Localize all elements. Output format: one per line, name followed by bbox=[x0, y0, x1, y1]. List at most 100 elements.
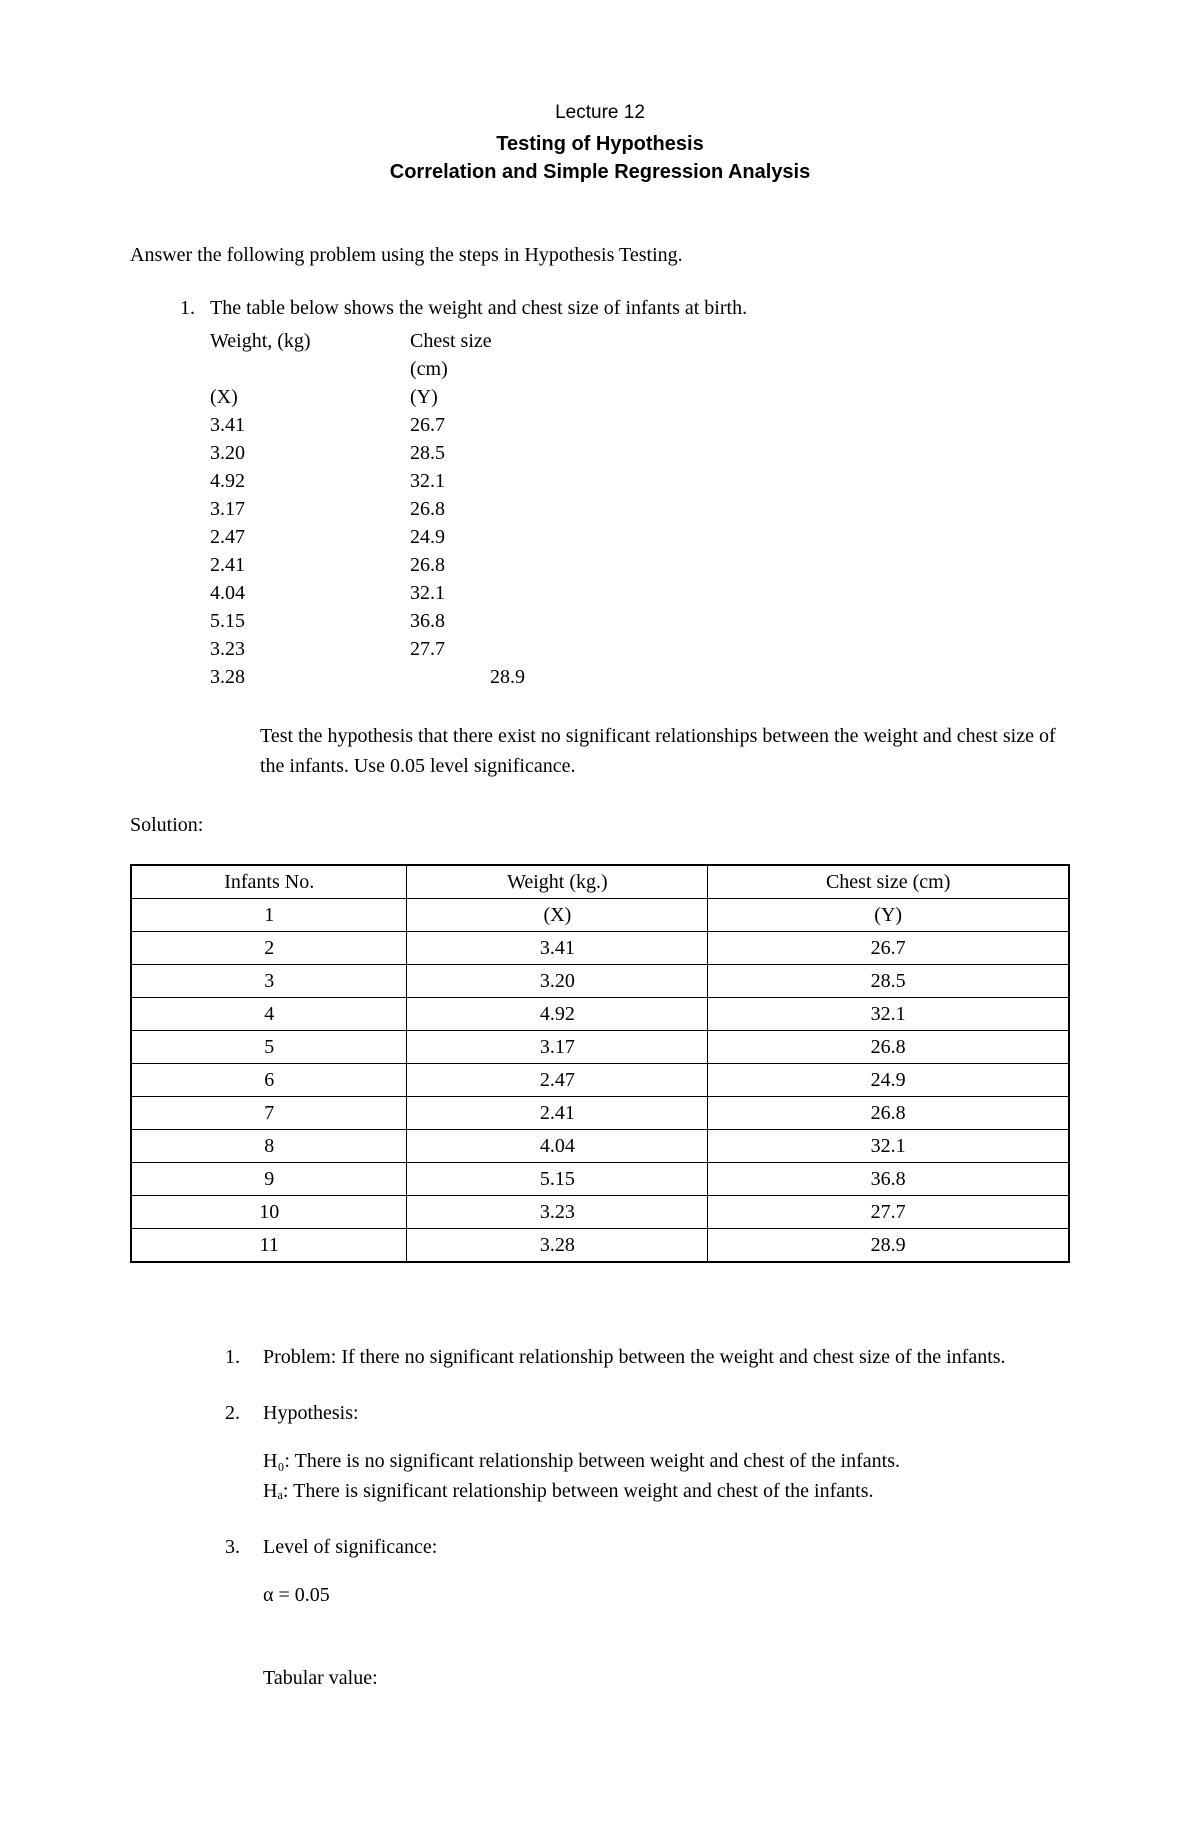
header-chest: Chest size (cm) bbox=[410, 327, 530, 383]
step-label: Level of significance: bbox=[263, 1533, 1070, 1561]
data-row: 3.23 27.7 bbox=[210, 635, 1070, 663]
document-header: Lecture 12 Testing of Hypothesis Correla… bbox=[130, 100, 1070, 186]
data-row: 4.04 32.1 bbox=[210, 579, 1070, 607]
step-1: 1. Problem: If there no significant rela… bbox=[225, 1343, 1070, 1371]
table-cell: 3.41 bbox=[407, 931, 708, 964]
table-cell: 32.1 bbox=[708, 1129, 1069, 1162]
table-row: 6 2.47 24.9 bbox=[131, 1063, 1069, 1096]
ha-text: Hₐ: There is significant relationship be… bbox=[263, 1477, 1070, 1505]
table-cell: 27.7 bbox=[708, 1195, 1069, 1228]
problem-item: 1. The table below shows the weight and … bbox=[180, 294, 1070, 322]
solution-label: Solution: bbox=[130, 811, 1070, 839]
table-cell: 26.8 bbox=[708, 1096, 1069, 1129]
table-cell: 2.41 bbox=[407, 1096, 708, 1129]
data-x: 2.47 bbox=[210, 523, 410, 551]
data-list: Weight, (kg) Chest size (cm) (X) (Y) 3.4… bbox=[130, 327, 1070, 691]
title-line-2: Correlation and Simple Regression Analys… bbox=[130, 158, 1070, 186]
col-header-weight: Weight (kg.) bbox=[407, 865, 708, 899]
data-subheader-row: (X) (Y) bbox=[210, 383, 1070, 411]
step-num: 1. bbox=[225, 1343, 245, 1371]
solution-table: Infants No. Weight (kg.) Chest size (cm)… bbox=[130, 864, 1070, 1263]
table-cell: 4.04 bbox=[407, 1129, 708, 1162]
table-row: 8 4.04 32.1 bbox=[131, 1129, 1069, 1162]
data-y: 28.5 bbox=[410, 439, 530, 467]
table-cell: 32.1 bbox=[708, 997, 1069, 1030]
instruction-text: Answer the following problem using the s… bbox=[130, 241, 1070, 269]
data-row: 3.41 26.7 bbox=[210, 411, 1070, 439]
table-cell: 3.28 bbox=[407, 1228, 708, 1262]
step-label: Hypothesis: bbox=[263, 1399, 1070, 1427]
data-x: 2.41 bbox=[210, 551, 410, 579]
data-x: 5.15 bbox=[210, 607, 410, 635]
data-x: 3.17 bbox=[210, 495, 410, 523]
data-row: 3.20 28.5 bbox=[210, 439, 1070, 467]
data-row: 2.47 24.9 bbox=[210, 523, 1070, 551]
table-row: 10 3.23 27.7 bbox=[131, 1195, 1069, 1228]
step-3: 3. Level of significance: α = 0.05 Tabul… bbox=[225, 1533, 1070, 1692]
table-cell: 3 bbox=[131, 964, 407, 997]
table-cell: 28.9 bbox=[708, 1228, 1069, 1262]
table-cell: 6 bbox=[131, 1063, 407, 1096]
problem-section: 1. The table below shows the weight and … bbox=[130, 294, 1070, 322]
table-row: 3 3.20 28.5 bbox=[131, 964, 1069, 997]
data-row: 5.15 36.8 bbox=[210, 607, 1070, 635]
header-weight: Weight, (kg) bbox=[210, 327, 410, 383]
table-cell: 36.8 bbox=[708, 1162, 1069, 1195]
table-header-row: Infants No. Weight (kg.) Chest size (cm) bbox=[131, 865, 1069, 899]
table-cell: 5.15 bbox=[407, 1162, 708, 1195]
table-cell: 3.23 bbox=[407, 1195, 708, 1228]
table-cell: 4 bbox=[131, 997, 407, 1030]
table-cell: 5 bbox=[131, 1030, 407, 1063]
data-x: 3.41 bbox=[210, 411, 410, 439]
data-y: 24.9 bbox=[410, 523, 530, 551]
sub-y: (Y) bbox=[410, 383, 530, 411]
data-y: 26.8 bbox=[410, 551, 530, 579]
data-x: 3.20 bbox=[210, 439, 410, 467]
step-content: Hypothesis: H₀: There is no significant … bbox=[263, 1399, 1070, 1505]
data-x: 3.23 bbox=[210, 635, 410, 663]
lecture-number: Lecture 12 bbox=[130, 100, 1070, 127]
data-row: 2.41 26.8 bbox=[210, 551, 1070, 579]
table-cell: 1 bbox=[131, 898, 407, 931]
data-y: 36.8 bbox=[410, 607, 530, 635]
table-cell: 11 bbox=[131, 1228, 407, 1262]
table-row: 9 5.15 36.8 bbox=[131, 1162, 1069, 1195]
col-header-infants: Infants No. bbox=[131, 865, 407, 899]
table-row: 11 3.28 28.9 bbox=[131, 1228, 1069, 1262]
table-cell: (Y) bbox=[708, 898, 1069, 931]
table-cell: 8 bbox=[131, 1129, 407, 1162]
table-cell: 7 bbox=[131, 1096, 407, 1129]
steps-section: 1. Problem: If there no significant rela… bbox=[130, 1343, 1070, 1692]
data-y: 26.7 bbox=[410, 411, 530, 439]
step-content: Problem: If there no significant relatio… bbox=[263, 1343, 1070, 1371]
data-y: 32.1 bbox=[410, 467, 530, 495]
table-cell: 26.7 bbox=[708, 931, 1069, 964]
table-row: 5 3.17 26.8 bbox=[131, 1030, 1069, 1063]
data-row: 3.17 26.8 bbox=[210, 495, 1070, 523]
data-y-shifted: 28.9 bbox=[410, 663, 530, 691]
step-num: 2. bbox=[225, 1399, 245, 1505]
table-cell: 28.5 bbox=[708, 964, 1069, 997]
table-cell: 3.20 bbox=[407, 964, 708, 997]
table-cell: 26.8 bbox=[708, 1030, 1069, 1063]
data-x: 4.92 bbox=[210, 467, 410, 495]
h0-text: H₀: There is no significant relationship… bbox=[263, 1447, 1070, 1475]
step-2: 2. Hypothesis: H₀: There is no significa… bbox=[225, 1399, 1070, 1505]
title-line-1: Testing of Hypothesis bbox=[130, 130, 1070, 158]
data-y: 27.7 bbox=[410, 635, 530, 663]
problem-num: 1. bbox=[180, 294, 195, 322]
step-num: 3. bbox=[225, 1533, 245, 1692]
sub-x: (X) bbox=[210, 383, 410, 411]
hypothesis-instruction: Test the hypothesis that there exist no … bbox=[130, 721, 1070, 781]
data-y: 26.8 bbox=[410, 495, 530, 523]
table-row: 4 4.92 32.1 bbox=[131, 997, 1069, 1030]
data-row: 4.92 32.1 bbox=[210, 467, 1070, 495]
table-row: 2 3.41 26.7 bbox=[131, 931, 1069, 964]
data-header-row: Weight, (kg) Chest size (cm) bbox=[210, 327, 1070, 383]
data-x: 3.28 bbox=[210, 663, 410, 691]
problem-text: The table below shows the weight and che… bbox=[210, 294, 747, 322]
tabular-label: Tabular value: bbox=[263, 1664, 1070, 1692]
table-cell: 24.9 bbox=[708, 1063, 1069, 1096]
table-cell: 9 bbox=[131, 1162, 407, 1195]
data-y: 32.1 bbox=[410, 579, 530, 607]
